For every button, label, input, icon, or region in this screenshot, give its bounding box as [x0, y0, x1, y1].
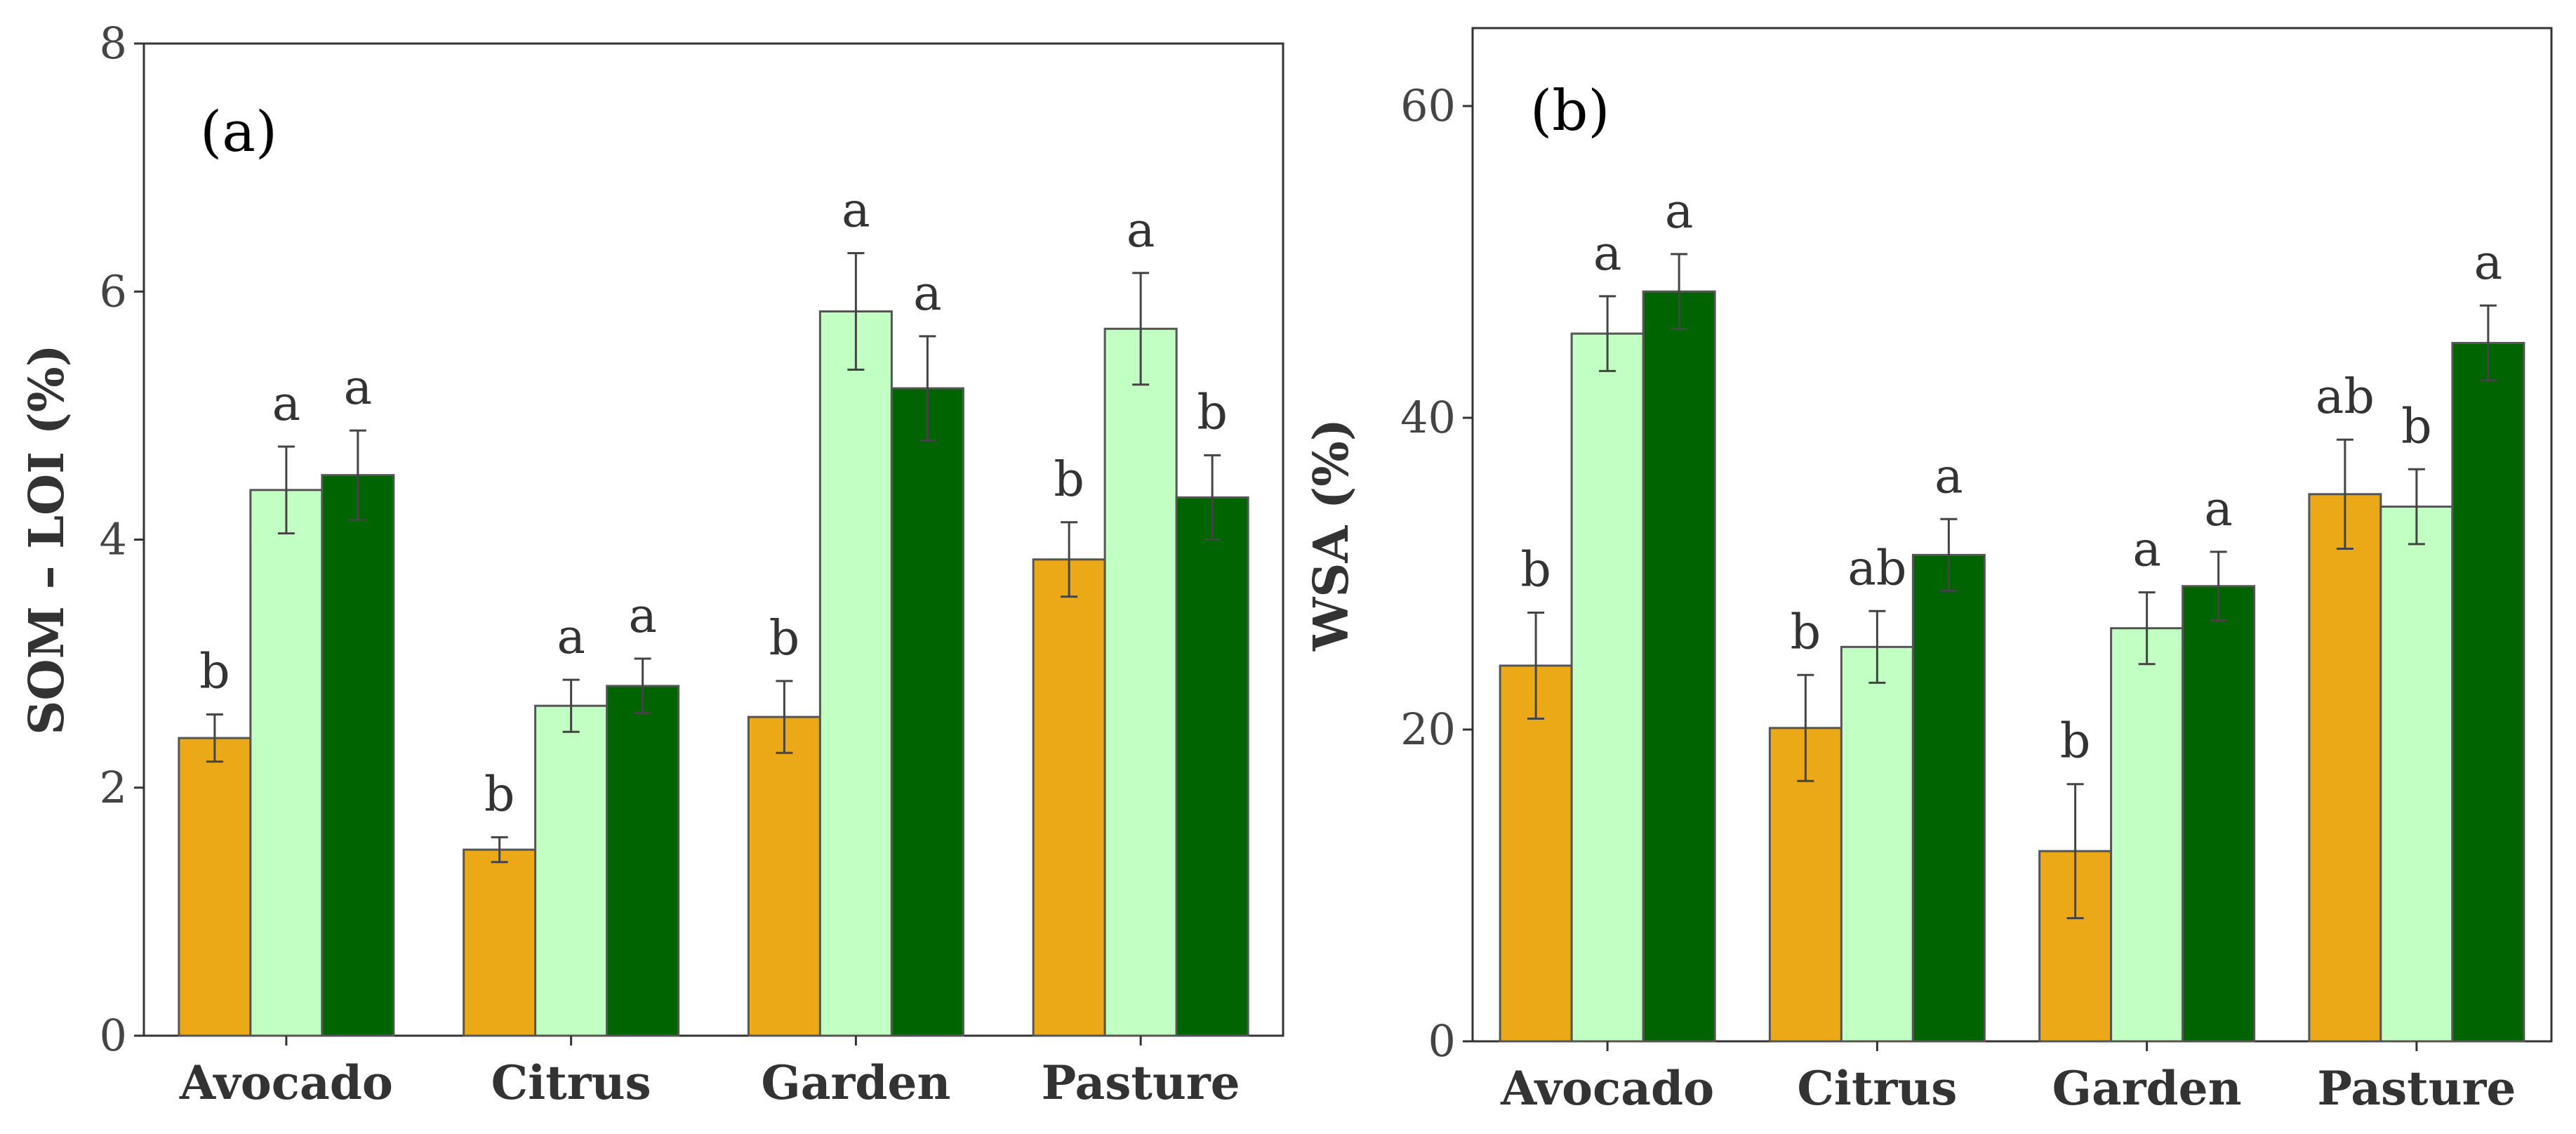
y-tick-label: 0	[1428, 1015, 1456, 1067]
y-tick-label: 0	[100, 1010, 127, 1061]
significance-label: b	[1791, 605, 1821, 660]
y-tick-label: 2	[100, 762, 127, 813]
significance-label: b	[484, 767, 515, 822]
y-tick-label: 4	[100, 514, 127, 565]
bar	[1175, 496, 1249, 1037]
bar	[1499, 664, 1573, 1043]
bar	[1911, 553, 1986, 1043]
panel-label: (b)	[1530, 78, 1610, 143]
x-tick-label: Pasture	[1042, 1055, 1240, 1110]
bar	[818, 310, 893, 1037]
y-axis: 0 2 4 6 8	[100, 18, 144, 1061]
significance-label: b	[199, 645, 230, 700]
x-tick-label: Garden	[2052, 1061, 2242, 1116]
bar	[1840, 645, 1914, 1043]
bar	[1570, 332, 1645, 1043]
y-tick-label: 6	[100, 265, 127, 317]
x-tick-label: Garden	[761, 1055, 950, 1110]
bar	[2110, 627, 2184, 1043]
significance-label: b	[2401, 399, 2432, 454]
significance-label: a	[2204, 482, 2233, 537]
significance-label: a	[1665, 184, 1694, 239]
x-axis: Avocado Citrus Garden Pasture	[1500, 1041, 2516, 1116]
significance-label: b	[1054, 452, 1084, 508]
bar	[1103, 327, 1178, 1037]
significance-label: a	[1127, 203, 1155, 258]
y-axis-title: WSA (%)	[1303, 418, 1360, 652]
bar	[2182, 585, 2256, 1043]
y-tick-label: 40	[1400, 392, 1456, 443]
y-tick-label: 20	[1400, 704, 1456, 755]
plot-frame	[1471, 27, 2553, 1043]
y-axis: 0 20 40 60	[1400, 80, 1473, 1067]
bar	[1642, 290, 1716, 1043]
significance-label: a	[2474, 235, 2503, 291]
x-tick-label: Citrus	[491, 1055, 651, 1110]
significance-label: b	[769, 611, 800, 666]
y-axis-title: SOM – LOI (%)	[19, 344, 75, 734]
bar	[178, 737, 252, 1037]
bar	[890, 387, 964, 1037]
x-tick-label: Citrus	[1797, 1061, 1957, 1116]
significance-label: a	[913, 266, 942, 322]
x-axis: Avocado Citrus Garden Pasture	[179, 1036, 1240, 1110]
significance-label: a	[344, 360, 373, 416]
bar	[2451, 341, 2525, 1043]
panel-label: (a)	[200, 99, 277, 164]
bar	[747, 716, 821, 1037]
significance-label: a	[1593, 226, 1622, 282]
bar	[2379, 506, 2454, 1043]
bar	[534, 704, 609, 1037]
bar	[463, 848, 537, 1037]
significance-label: a	[1934, 449, 1963, 504]
significance-label: a	[2132, 522, 2161, 578]
significance-label: a	[272, 376, 301, 432]
y-tick-label: 60	[1400, 80, 1456, 131]
bar	[2308, 493, 2382, 1043]
bar	[321, 474, 395, 1037]
significance-label: ab	[2316, 369, 2375, 425]
significance-label: b	[1197, 385, 1228, 440]
significance-label: ab	[1847, 541, 1906, 596]
significance-label: a	[557, 609, 585, 665]
significance-label: a	[628, 588, 657, 644]
x-tick-label: Avocado	[179, 1055, 393, 1110]
significance-label: a	[842, 183, 870, 238]
bar	[1032, 558, 1106, 1037]
bar	[606, 685, 680, 1037]
significance-label: b	[2060, 714, 2091, 770]
bar	[249, 489, 324, 1037]
x-tick-label: Pasture	[2317, 1061, 2516, 1116]
significance-label: b	[1520, 543, 1551, 598]
x-tick-label: Avocado	[1500, 1061, 1714, 1116]
y-tick-label: 8	[100, 18, 127, 69]
